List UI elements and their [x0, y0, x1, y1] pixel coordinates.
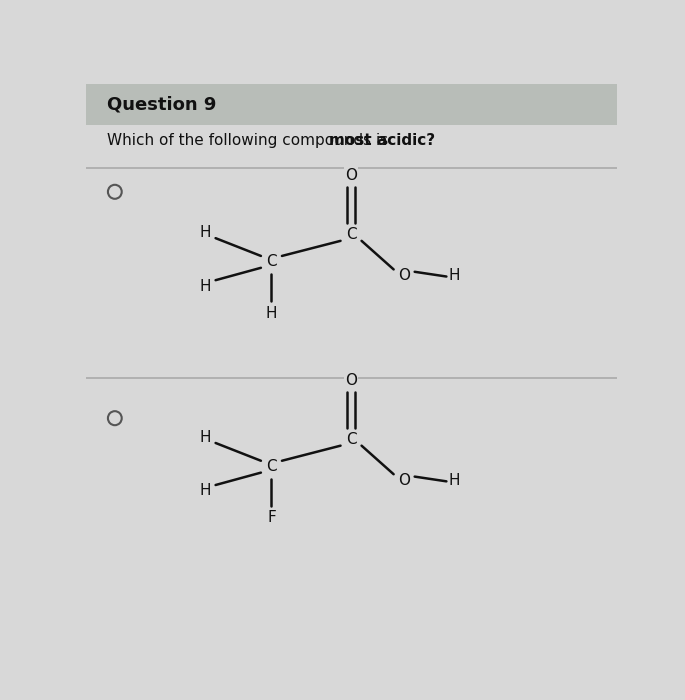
- Text: O: O: [345, 373, 357, 388]
- Text: most acidic?: most acidic?: [329, 133, 435, 148]
- Text: C: C: [346, 228, 356, 242]
- Bar: [86, 84, 616, 125]
- Text: H: H: [449, 473, 460, 488]
- Text: F: F: [267, 510, 276, 526]
- Text: Question 9: Question 9: [107, 95, 216, 113]
- Text: O: O: [398, 473, 410, 488]
- Text: H: H: [199, 279, 211, 293]
- Text: Which of the following compounds is: Which of the following compounds is: [107, 133, 393, 148]
- Text: O: O: [345, 168, 357, 183]
- Text: C: C: [346, 432, 356, 447]
- Text: H: H: [266, 306, 277, 321]
- Text: H: H: [199, 225, 211, 239]
- Text: H: H: [199, 484, 211, 498]
- Text: H: H: [199, 430, 211, 444]
- Text: C: C: [266, 254, 277, 270]
- Text: C: C: [266, 459, 277, 474]
- Text: O: O: [398, 268, 410, 283]
- Text: H: H: [449, 268, 460, 283]
